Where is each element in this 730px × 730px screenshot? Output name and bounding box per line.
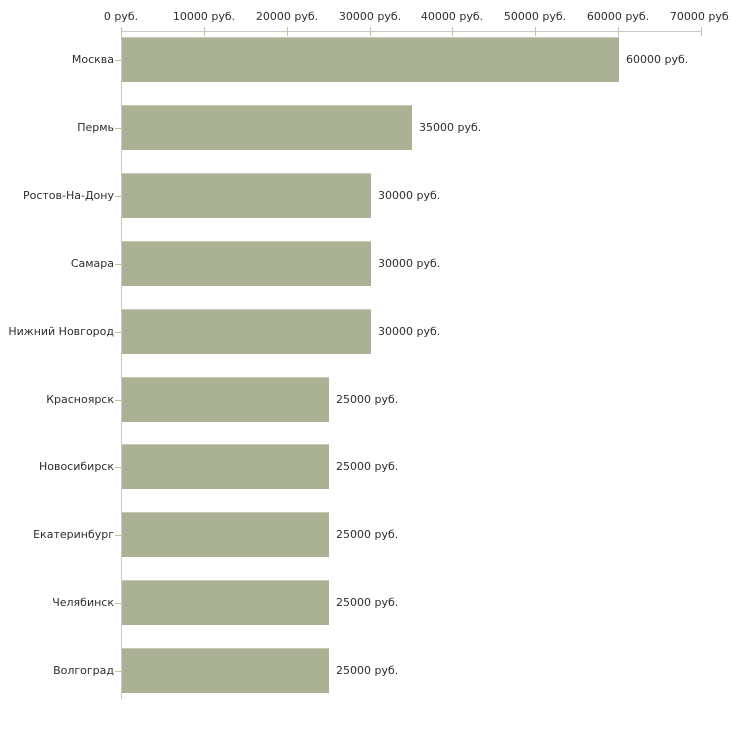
value-label: 25000 руб. [336,393,399,406]
value-label: 25000 руб. [336,664,399,677]
bar [122,173,371,218]
y-tick [115,264,121,265]
y-tick [115,400,121,401]
x-tick-label: 60000 руб. [586,10,650,23]
x-tick-label: 50000 руб. [503,10,567,23]
value-label: 25000 руб. [336,596,399,609]
bar [122,444,329,489]
y-tick [115,332,121,333]
y-tick [115,196,121,197]
category-label: Красноярск [46,393,114,406]
category-label: Волгоград [53,664,114,677]
y-tick [115,128,121,129]
x-tick [618,27,619,36]
value-label: 30000 руб. [378,189,441,202]
bar [122,512,329,557]
x-tick [535,27,536,36]
x-tick [204,27,205,36]
x-tick [287,27,288,36]
bar [122,105,412,150]
y-tick [115,467,121,468]
category-label: Челябинск [52,596,114,609]
category-label: Нижний Новгород [8,325,114,338]
y-tick [115,60,121,61]
value-label: 25000 руб. [336,460,399,473]
category-label: Москва [71,53,114,66]
x-tick [452,27,453,36]
value-label: 60000 руб. [626,53,689,66]
value-label: 35000 руб. [419,121,482,134]
x-axis-line [121,31,702,32]
x-tick [701,27,702,36]
category-label: Самара [70,257,114,270]
y-tick [115,535,121,536]
category-label: Новосибирск [38,460,114,473]
x-tick [121,27,122,36]
bar [122,309,371,354]
category-label: Пермь [77,121,114,134]
bar [122,580,329,625]
value-label: 30000 руб. [378,325,441,338]
category-label: Ростов-На-Дону [22,189,114,202]
x-tick-label: 10000 руб. [172,10,236,23]
bar [122,377,329,422]
x-tick-label: 40000 руб. [420,10,484,23]
value-label: 25000 руб. [336,528,399,541]
x-tick-label: 70000 руб. [669,10,730,23]
x-tick-label: 30000 руб. [338,10,402,23]
x-tick [370,27,371,36]
y-tick [115,671,121,672]
category-label: Екатеринбург [33,528,114,541]
x-tick-label: 20000 руб. [255,10,319,23]
x-tick-label: 0 руб. [103,10,139,23]
y-tick [115,603,121,604]
bar [122,241,371,286]
bar [122,648,329,693]
y-axis-line [121,31,122,699]
bar [122,37,619,82]
value-label: 30000 руб. [378,257,441,270]
